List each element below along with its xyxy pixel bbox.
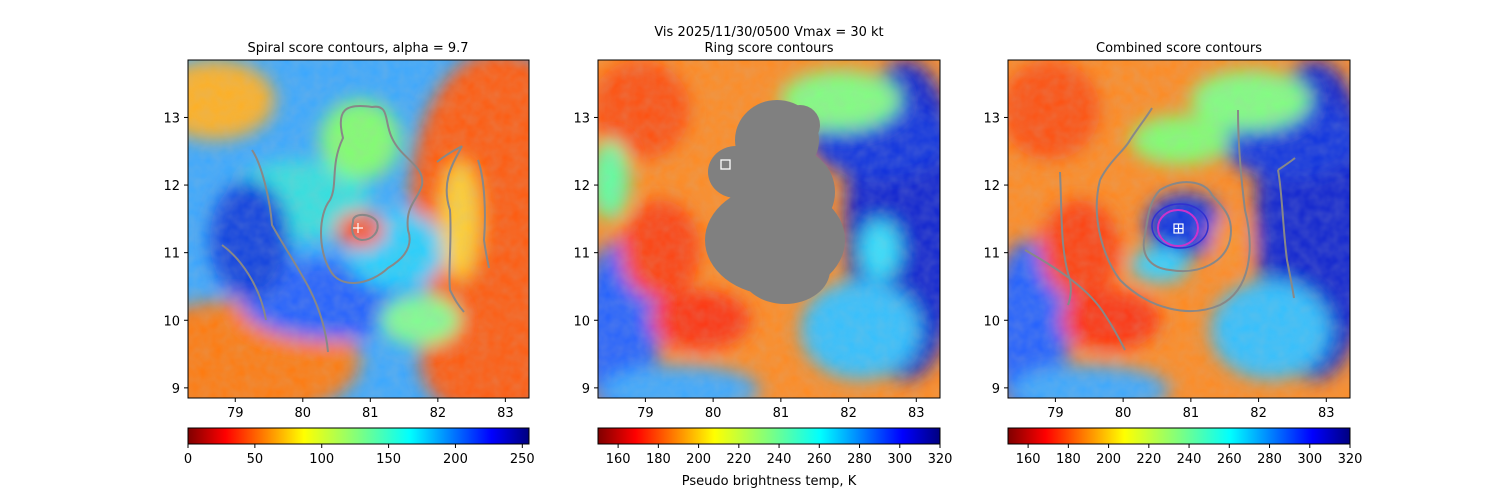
image-ring <box>598 60 940 398</box>
colorbar-tick-label: 300 <box>1297 452 1322 467</box>
x-tick-label: 82 <box>840 406 857 421</box>
y-tick-label: 10 <box>573 314 590 329</box>
colorbar-tick-label: 240 <box>1177 452 1202 467</box>
x-tick-label: 79 <box>637 406 654 421</box>
colorbar-tick-label: 250 <box>510 452 535 467</box>
colorbar-tick-label: 200 <box>443 452 468 467</box>
y-tick-label: 9 <box>582 382 590 397</box>
colorbar-tick-label: 160 <box>1016 452 1041 467</box>
y-tick-label: 11 <box>573 247 590 262</box>
colorbar-tick-label: 100 <box>309 452 334 467</box>
colorbar-tick-label: 240 <box>767 452 792 467</box>
y-tick-label: 12 <box>573 179 590 194</box>
y-tick-label: 11 <box>983 247 1000 262</box>
colorbar-label: Pseudo brightness temp, K <box>682 474 857 489</box>
colorbar-tick-label: 220 <box>726 452 751 467</box>
panel-title-ring: Ring score contours <box>704 41 833 56</box>
masked-region <box>705 100 845 304</box>
colorbar-tick-label: 280 <box>1257 452 1282 467</box>
x-tick-label: 81 <box>773 406 790 421</box>
x-tick-label: 81 <box>1183 406 1200 421</box>
x-tick-label: 80 <box>295 406 312 421</box>
y-tick-label: 9 <box>172 382 180 397</box>
panel-spiral: Spiral score contours, alpha = 9.7 <box>163 41 535 467</box>
panel-combined: Combined score contours <box>983 41 1363 467</box>
image-spiral <box>188 60 529 398</box>
colorbar-tick-label: 220 <box>1136 452 1161 467</box>
colorbar-tick-label: 200 <box>1096 452 1121 467</box>
x-tick-label: 83 <box>1318 406 1335 421</box>
x-tick-label: 79 <box>227 406 244 421</box>
colorbar-tick-label: 320 <box>928 452 953 467</box>
colorbar-tick-label: 150 <box>376 452 401 467</box>
colorbar-tick-label: 160 <box>606 452 631 467</box>
x-tick-label: 80 <box>1115 406 1132 421</box>
y-tick-label: 13 <box>573 111 590 126</box>
colorbar-tick-label: 280 <box>847 452 872 467</box>
panel-title-combined: Combined score contours <box>1096 41 1262 56</box>
colorbar-tick-label: 300 <box>887 452 912 467</box>
colorbar-tick-label: 180 <box>646 452 671 467</box>
colorbar-combined: 160 180 200 220 240 260 280 300 320 <box>1007 427 1363 467</box>
panel-title-spiral: Spiral score contours, alpha = 9.7 <box>247 41 468 56</box>
colorbar-tick-label: 260 <box>807 452 832 467</box>
y-tick-label: 10 <box>983 314 1000 329</box>
image-combined <box>1008 60 1350 398</box>
x-tick-label: 83 <box>497 406 514 421</box>
colorbar-tick-label: 180 <box>1056 452 1081 467</box>
colorbar-tick-label: 0 <box>184 452 192 467</box>
colorbar-tick-label: 260 <box>1217 452 1242 467</box>
y-tick-label: 13 <box>163 111 180 126</box>
figure-suptitle: Vis 2025/11/30/0500 Vmax = 30 kt <box>654 25 883 40</box>
colorbar-tick-label: 200 <box>686 452 711 467</box>
y-tick-label: 13 <box>983 111 1000 126</box>
y-tick-label: 9 <box>992 382 1000 397</box>
y-tick-label: 12 <box>983 179 1000 194</box>
x-tick-label: 79 <box>1047 406 1064 421</box>
colorbar-tick-label: 50 <box>247 452 264 467</box>
x-tick-label: 82 <box>1250 406 1267 421</box>
x-tick-label: 82 <box>430 406 447 421</box>
panel-ring: Ring score contours <box>573 41 953 489</box>
colorbar-spiral: 0 50 100 150 200 250 <box>184 427 535 467</box>
x-tick-label: 83 <box>908 406 925 421</box>
y-tick-label: 11 <box>163 247 180 262</box>
x-tick-label: 80 <box>705 406 722 421</box>
colorbar-tick-label: 320 <box>1338 452 1363 467</box>
y-tick-label: 10 <box>163 314 180 329</box>
colorbar-ring: 160 180 200 220 240 260 280 300 320 Pseudo brigh… <box>597 427 953 489</box>
x-tick-label: 81 <box>362 406 379 421</box>
y-tick-label: 12 <box>163 179 180 194</box>
